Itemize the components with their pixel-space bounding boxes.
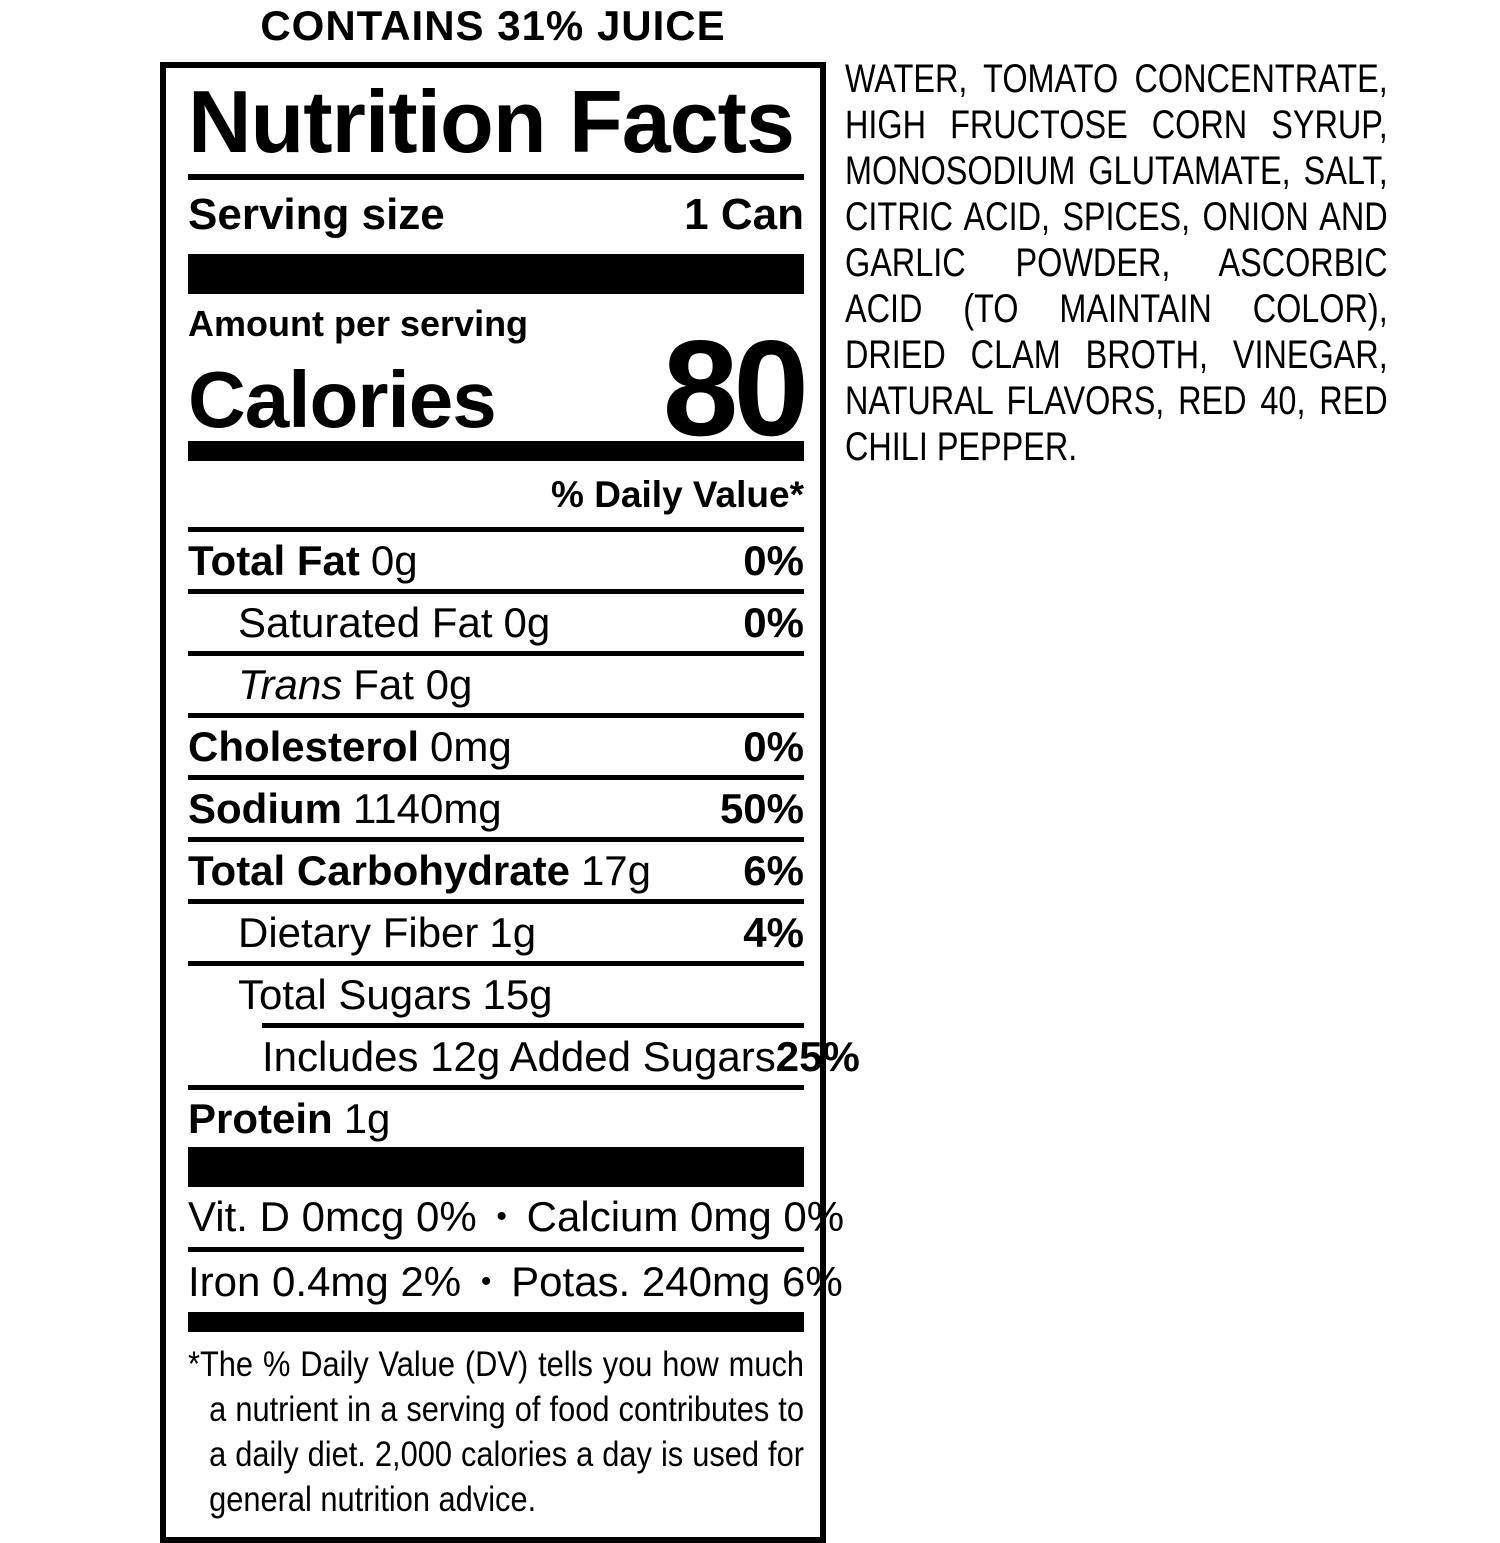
- row-total-sugars: Total Sugars 15g: [188, 966, 804, 1023]
- divider-partial: [262, 1023, 804, 1028]
- iron-value: Iron 0.4mg 2%: [188, 1258, 462, 1305]
- serving-size-value: 1 Can: [684, 190, 804, 239]
- divider: [188, 527, 804, 532]
- vitamin-row-2: Iron 0.4mg 2% • Potas. 240mg 6%: [188, 1252, 843, 1312]
- serving-size-label: Serving size: [188, 190, 445, 239]
- nutrient-amount: 1140mg: [353, 784, 502, 832]
- nutrient-amount: 0g: [503, 598, 551, 646]
- vitamin-d-value: Vit. D 0mcg 0%: [188, 1193, 477, 1240]
- row-total-fat: Total Fat 0g 0%: [188, 532, 804, 589]
- nutrient-dv: 50%: [719, 784, 804, 832]
- separator-bar-thick: [188, 254, 804, 294]
- nutrient-dv: 0%: [743, 598, 804, 646]
- amount-per-serving-label: Amount per serving: [188, 303, 529, 344]
- potassium-value: Potas. 240mg 6%: [511, 1258, 843, 1305]
- nutrient-name: Protein: [188, 1094, 333, 1142]
- divider: [188, 961, 804, 966]
- juice-content-banner: CONTAINS 31% JUICE: [260, 2, 726, 49]
- nutrient-amount: 15g: [482, 970, 553, 1018]
- serving-size-row: Serving size 1 Can: [188, 180, 804, 254]
- ingredients-text: WATER, TOMATO CONCENTRATE, HIGH FRUCTOSE…: [845, 57, 1388, 469]
- row-dietary-fiber: Dietary Fiber 1g 4%: [188, 904, 804, 961]
- nutrient-dv: 0%: [743, 722, 804, 770]
- divider: [188, 837, 804, 842]
- nutrient-amount: 17g: [580, 846, 652, 894]
- nutrient-amount: 1g: [343, 1094, 391, 1142]
- row-trans-fat: Trans Fat 0g: [188, 656, 804, 713]
- nutrient-name: Total Carbohydrate: [188, 846, 570, 894]
- nutrient-dv: 0%: [743, 536, 804, 584]
- calories-row: Calories 80: [188, 320, 809, 456]
- daily-value-header: % Daily Value*: [551, 474, 804, 515]
- calories-value: 80: [662, 312, 809, 464]
- nutrient-name: Saturated Fat: [238, 598, 493, 646]
- separator-bar-medium: [188, 1312, 804, 1332]
- nutrient-amount: 0g: [370, 536, 418, 584]
- divider: [188, 713, 804, 718]
- divider: [188, 589, 804, 594]
- nutrient-dv: 4%: [743, 908, 804, 956]
- divider: [188, 1085, 804, 1090]
- nutrient-name: Sodium: [188, 784, 342, 832]
- divider: [188, 1247, 804, 1252]
- nutrient-name: Cholesterol: [188, 722, 420, 770]
- nutrient-name: Total Sugars: [238, 970, 472, 1018]
- divider: [188, 651, 804, 656]
- nutrient-name: Includes 12g Added Sugars: [262, 1032, 776, 1080]
- row-protein: Protein 1g: [188, 1090, 804, 1147]
- bullet-icon: •: [496, 1200, 507, 1233]
- bullet-icon: •: [480, 1265, 492, 1298]
- nutrient-name: Total Fat: [188, 536, 360, 584]
- nutrient-amount: 1g: [489, 908, 537, 956]
- divider: [188, 775, 804, 780]
- separator-bar-thick: [188, 1147, 804, 1187]
- row-sodium: Sodium 1140mg 50%: [188, 780, 804, 837]
- divider: [188, 899, 804, 904]
- footnote: *The % Daily Value (DV) tells you how mu…: [188, 1332, 804, 1523]
- row-cholesterol: Cholesterol 0mg 0%: [188, 718, 804, 775]
- nutrition-facts-label: Nutrition Facts Serving size 1 Can Amoun…: [160, 62, 860, 1543]
- divider: [188, 174, 804, 180]
- nutrient-dv: 25%: [775, 1032, 860, 1080]
- nutrient-amount: 0mg: [430, 722, 512, 770]
- calories-label: Calories: [188, 355, 497, 444]
- nutrient-name: Dietary Fiber: [238, 908, 479, 956]
- row-saturated-fat: Saturated Fat 0g 0%: [188, 594, 804, 651]
- footnote-text: *The % Daily Value (DV) tells you how mu…: [188, 1345, 804, 1520]
- separator-bar-medium: [188, 441, 804, 461]
- row-added-sugars: Includes 12g Added Sugars 25%: [188, 1028, 860, 1085]
- calcium-value: Calcium 0mg 0%: [526, 1193, 845, 1240]
- label-title: Nutrition Facts: [188, 72, 795, 171]
- row-total-carbohydrate: Total Carbohydrate 17g 6%: [188, 842, 804, 899]
- nutrient-name: Trans: [238, 660, 343, 708]
- vitamin-row-1: Vit. D 0mcg 0% • Calcium 0mg 0%: [188, 1187, 844, 1247]
- nutrient-amount: Fat 0g: [353, 660, 473, 708]
- nutrient-dv: 6%: [743, 846, 804, 894]
